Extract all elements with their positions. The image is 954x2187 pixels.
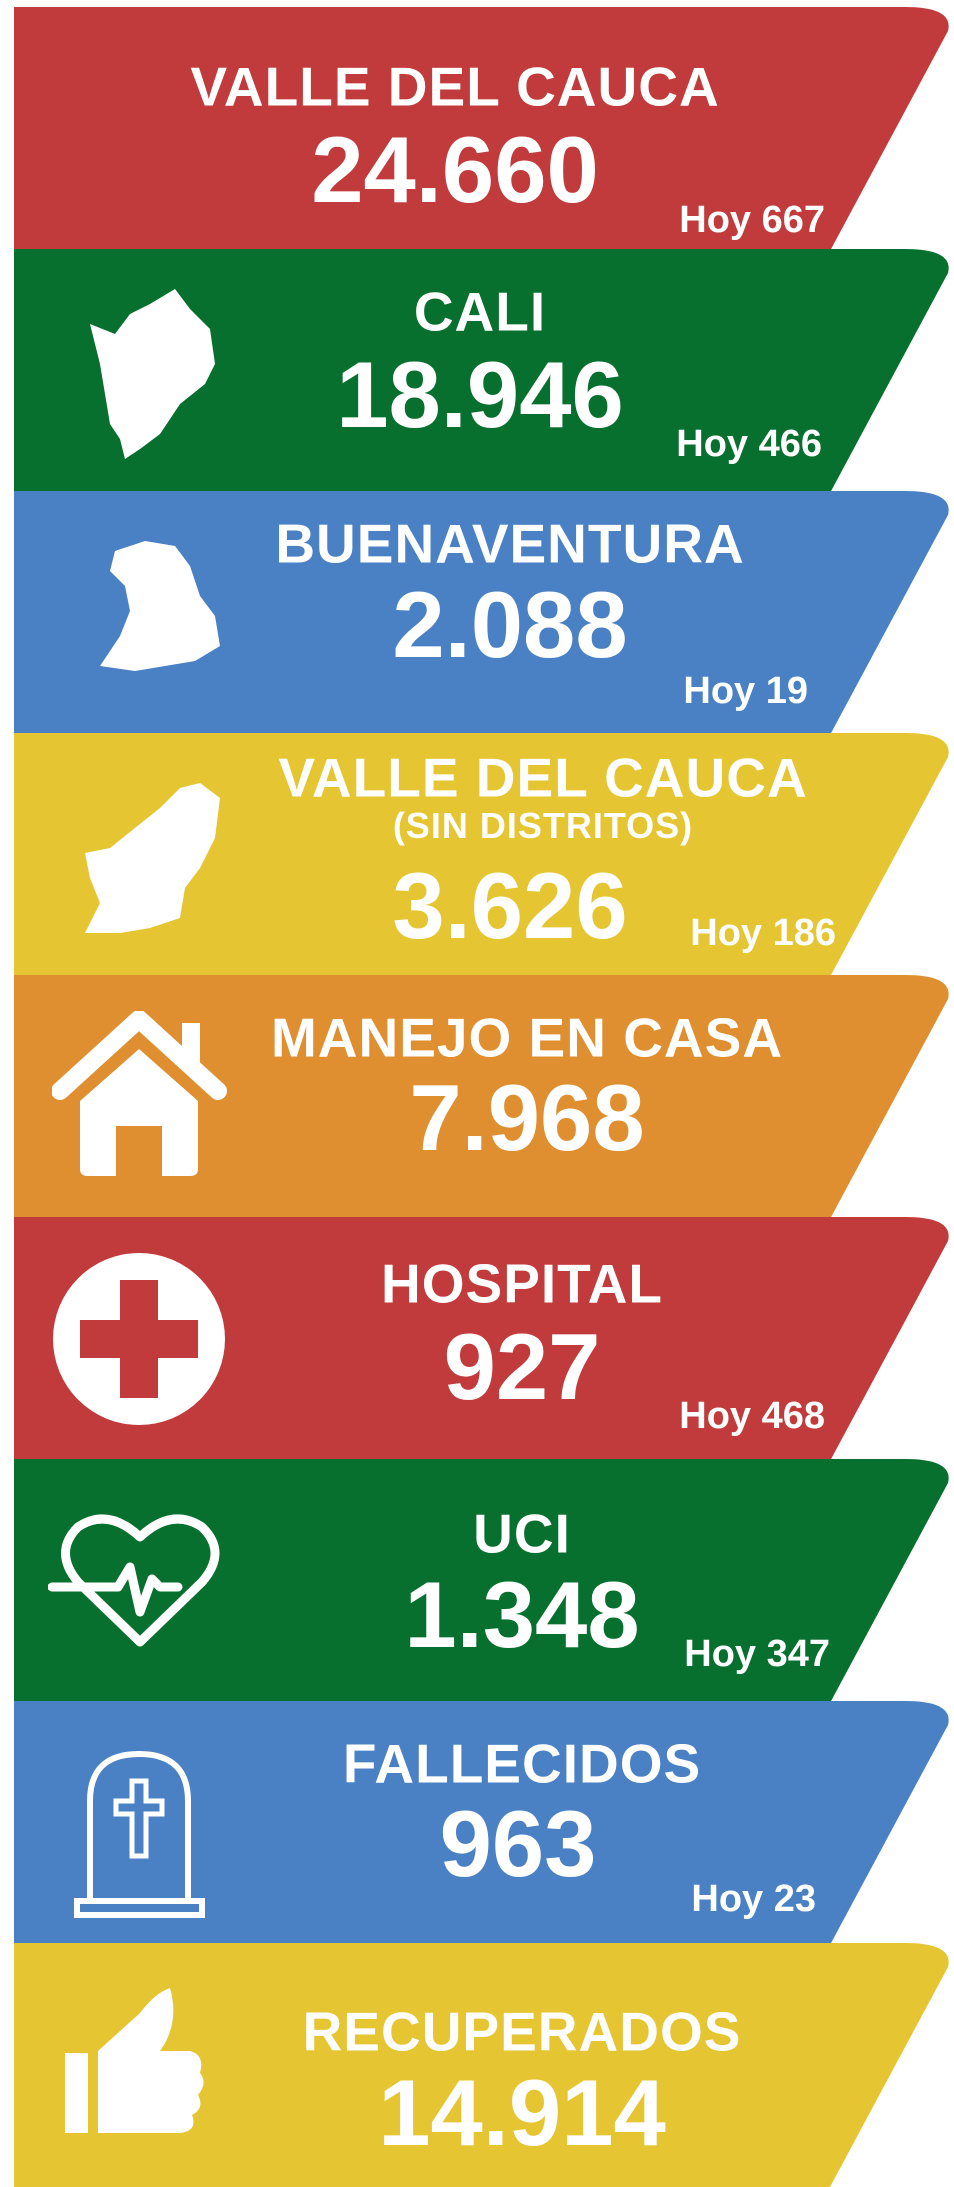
panel-title: HOSPITAL xyxy=(381,1252,663,1315)
panel: VALLE DEL CAUCA 24.660 Hoy 667 xyxy=(0,7,954,251)
panel-title: RECUPERADOS xyxy=(302,2000,742,2063)
panel: MANEJO EN CASA 7.968 xyxy=(0,975,954,1219)
panel-title: VALLE DEL CAUCA xyxy=(278,746,808,809)
panel-title: MANEJO EN CASA xyxy=(270,1006,784,1069)
panel-today: Hoy 667 xyxy=(679,199,825,241)
map-icon xyxy=(90,289,215,459)
map-icon xyxy=(85,783,220,933)
panel-bg xyxy=(14,733,949,977)
panel-today: Hoy 468 xyxy=(679,1395,825,1437)
panel-total: 963 xyxy=(439,1791,597,1896)
panel-today: Hoy 186 xyxy=(690,912,836,954)
panel: RECUPERADOS 14.914 xyxy=(0,1943,954,2187)
panel-title: UCI xyxy=(473,1502,571,1565)
panel-total: 927 xyxy=(443,1314,601,1419)
panel-bg xyxy=(14,975,949,1219)
panel-bg xyxy=(14,1217,949,1461)
tomb-icon xyxy=(74,1750,205,1918)
house-icon xyxy=(52,1011,227,1176)
panel-bg xyxy=(14,1943,949,2187)
panel-today: Hoy 347 xyxy=(684,1633,830,1675)
map-icon xyxy=(100,541,220,671)
panel: BUENAVENTURA 2.088 Hoy 19 xyxy=(0,491,954,735)
panel-title: FALLECIDOS xyxy=(342,1732,702,1795)
panel-total: 24.660 xyxy=(311,117,599,222)
panel-bg xyxy=(14,1701,949,1945)
panel-today: Hoy 466 xyxy=(676,423,822,465)
panel-bg xyxy=(14,491,949,735)
heart-icon xyxy=(48,1514,220,1647)
panel-today: Hoy 23 xyxy=(691,1878,816,1920)
panel: FALLECIDOS 963 Hoy 23 xyxy=(0,1701,954,1945)
panel-bg xyxy=(14,1459,949,1703)
panel: CALI 18.946 Hoy 466 xyxy=(0,249,954,493)
panel-total: 7.968 xyxy=(409,1065,645,1170)
panel-total: 1.348 xyxy=(404,1562,640,1667)
panel: UCI 1.348 Hoy 347 xyxy=(0,1459,954,1703)
cross-icon xyxy=(53,1253,225,1425)
panel-total: 2.088 xyxy=(392,572,628,677)
panel-total: 14.914 xyxy=(378,2060,666,2165)
thumb-icon xyxy=(65,1988,204,2133)
panel-bg xyxy=(14,249,949,493)
panel-subtitle: (SIN DISTRITOS) xyxy=(392,805,694,846)
panel-title: BUENAVENTURA xyxy=(275,512,745,575)
panel: VALLE DEL CAUCA (SIN DISTRITOS) 3.626 Ho… xyxy=(0,733,954,977)
panel-total: 3.626 xyxy=(392,853,628,958)
panel-bg xyxy=(14,7,949,251)
panel-title: VALLE DEL CAUCA xyxy=(190,55,720,118)
panel: HOSPITAL 927 Hoy 468 xyxy=(0,1217,954,1461)
panel-title: CALI xyxy=(413,280,547,343)
panel-today: Hoy 19 xyxy=(683,670,808,712)
panel-total: 18.946 xyxy=(336,342,624,447)
